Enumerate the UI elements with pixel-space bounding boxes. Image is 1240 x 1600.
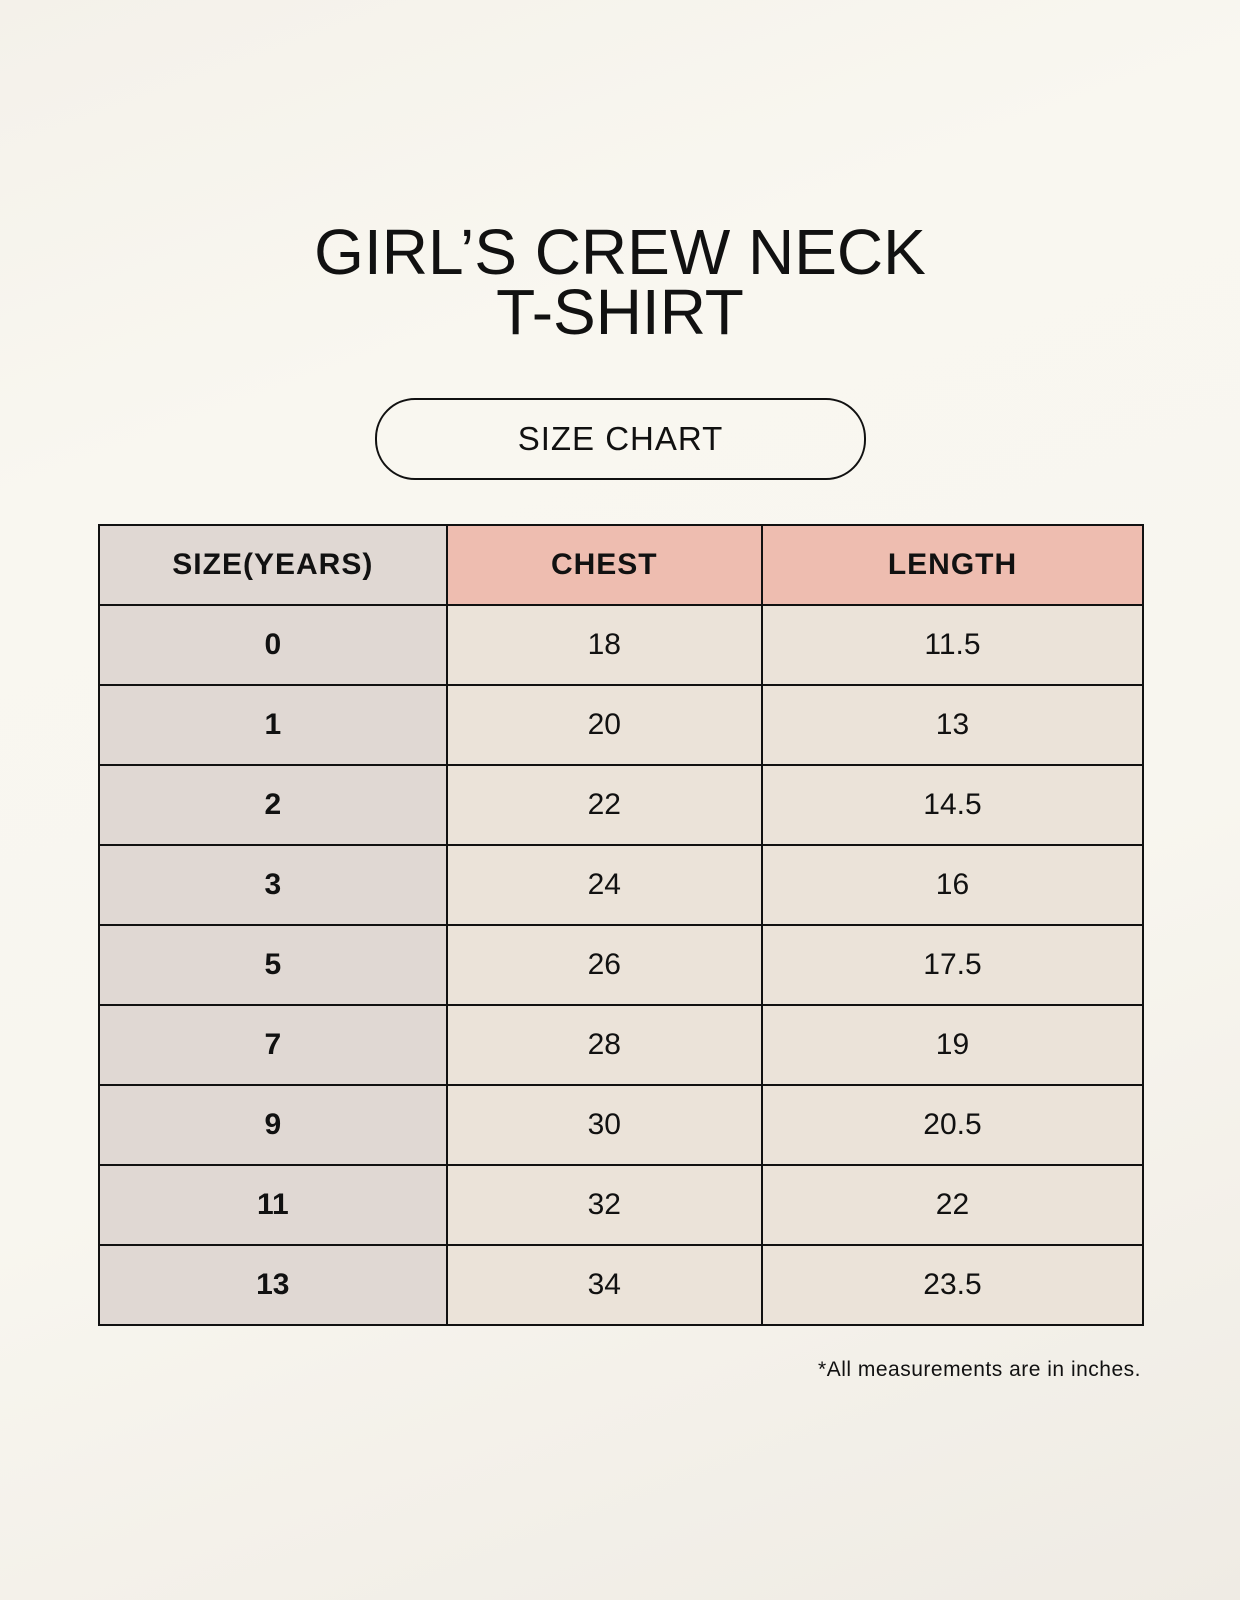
- title-line-1: GIRL’S CREW NECK: [314, 216, 926, 288]
- table-row: 5 26 17.5: [98, 924, 1145, 1006]
- size-cell: 2: [98, 764, 448, 846]
- size-cell: 11: [98, 1164, 448, 1246]
- length-cell: 13: [760, 684, 1145, 766]
- header-length: LENGTH: [760, 524, 1145, 606]
- length-cell: 11.5: [760, 604, 1145, 686]
- chest-cell: 20: [445, 684, 763, 766]
- length-cell: 14.5: [760, 764, 1145, 846]
- table-row: 2 22 14.5: [98, 764, 1145, 846]
- table-row: 13 34 23.5: [98, 1244, 1145, 1326]
- size-cell: 13: [98, 1244, 448, 1326]
- size-table: SIZE(YEARS) CHEST LENGTH 0 18 11.5 1 20 13 2 22…: [98, 524, 1145, 1326]
- table-row: 1 20 13: [98, 684, 1145, 766]
- chest-cell: 18: [445, 604, 763, 686]
- size-cell: 3: [98, 844, 448, 926]
- chest-cell: 22: [445, 764, 763, 846]
- chest-cell: 32: [445, 1164, 763, 1246]
- length-cell: 19: [760, 1004, 1145, 1086]
- length-cell: 16: [760, 844, 1145, 926]
- size-cell: 1: [98, 684, 448, 766]
- header-chest: CHEST: [445, 524, 763, 606]
- title-line-2: T-SHIRT: [496, 276, 744, 348]
- footnote: *All measurements are in inches.: [818, 1358, 1141, 1381]
- size-cell: 0: [98, 604, 448, 686]
- chest-cell: 26: [445, 924, 763, 1006]
- table-row: 11 32 22: [98, 1164, 1145, 1246]
- length-cell: 23.5: [760, 1244, 1145, 1326]
- size-cell: 5: [98, 924, 448, 1006]
- table-row: 7 28 19: [98, 1004, 1145, 1086]
- page-title: GIRL’S CREW NECK T-SHIRT: [0, 216, 1240, 348]
- length-cell: 17.5: [760, 924, 1145, 1006]
- length-cell: 22: [760, 1164, 1145, 1246]
- table-row: 0 18 11.5: [98, 604, 1145, 686]
- chest-cell: 24: [445, 844, 763, 926]
- chest-cell: 30: [445, 1084, 763, 1166]
- chest-cell: 34: [445, 1244, 763, 1326]
- table-row: 9 30 20.5: [98, 1084, 1145, 1166]
- size-chart-label: SIZE CHART: [375, 398, 866, 480]
- chest-cell: 28: [445, 1004, 763, 1086]
- size-cell: 7: [98, 1004, 448, 1086]
- table-row: 3 24 16: [98, 844, 1145, 926]
- size-cell: 9: [98, 1084, 448, 1166]
- header-size: SIZE(YEARS): [98, 524, 448, 606]
- length-cell: 20.5: [760, 1084, 1145, 1166]
- table-header-row: SIZE(YEARS) CHEST LENGTH: [98, 524, 1145, 606]
